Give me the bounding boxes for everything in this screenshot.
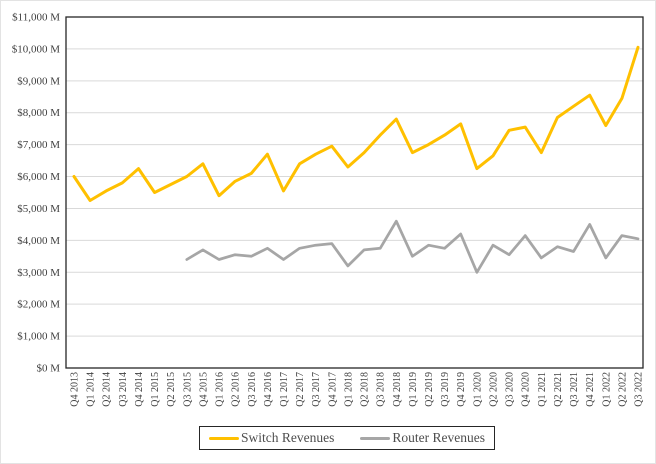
x-axis-tick-label: Q2 2016	[231, 372, 242, 407]
y-axis-tick-label: $1,000 M	[17, 331, 60, 343]
x-axis-tick-label: Q1 2021	[537, 372, 548, 407]
x-axis-tick-label: Q4 2019	[456, 372, 467, 407]
y-axis-tick-label: $10,000 M	[12, 43, 61, 55]
legend-label-router: Router Revenues	[392, 430, 485, 445]
y-axis-tick-label: $0 M	[36, 363, 60, 375]
y-axis-tick-label: $8,000 M	[17, 107, 60, 119]
x-axis-tick-label: Q4 2020	[521, 372, 532, 407]
x-axis-tick-label: Q3 2022	[634, 372, 645, 407]
legend-entry-router: Router Revenues	[360, 430, 485, 446]
plot-border	[65, 16, 644, 369]
y-axis-tick-label: $7,000 M	[17, 139, 60, 151]
x-axis-tick-label: Q2 2017	[295, 372, 306, 407]
y-axis-tick-label: $2,000 M	[17, 299, 60, 311]
x-axis-tick-label: Q2 2021	[553, 372, 564, 407]
x-axis-tick-label: Q2 2018	[360, 372, 371, 407]
x-axis-tick-label: Q4 2013	[70, 372, 81, 407]
router-revenues-line	[185, 219, 640, 274]
legend-label-switch: Switch Revenues	[241, 430, 335, 445]
x-axis-tick-label: Q4 2014	[134, 372, 145, 407]
switch-revenues-line	[72, 45, 640, 202]
x-axis-tick-label: Q1 2016	[215, 372, 226, 407]
y-axis-tick-label: $6,000 M	[17, 171, 60, 183]
x-axis-tick-label: Q3 2018	[376, 372, 387, 407]
x-axis-tick-label: Q4 2021	[585, 372, 596, 407]
x-axis-tick-label: Q1 2019	[408, 372, 419, 407]
x-axis-tick-label: Q2 2019	[424, 372, 435, 407]
x-axis-tick-label: Q4 2016	[263, 372, 274, 407]
x-axis-tick-label: Q3 2020	[505, 372, 516, 407]
x-axis-tick-label: Q1 2020	[472, 372, 483, 407]
y-axis-tick-label: $4,000 M	[17, 235, 60, 247]
x-axis-tick-label: Q1 2015	[150, 372, 161, 407]
x-axis-tick-label: Q3 2016	[247, 372, 258, 407]
switch-line-swatch-icon	[209, 436, 239, 440]
y-axis-tick-label: $3,000 M	[17, 267, 60, 279]
x-axis-tick-label: Q1 2018	[343, 372, 354, 407]
x-axis-tick-label: Q2 2022	[617, 372, 628, 407]
x-axis-tick-label: Q4 2017	[327, 372, 338, 407]
x-axis-tick-label: Q2 2015	[166, 372, 177, 407]
x-axis-tick-label: Q3 2019	[440, 372, 451, 407]
legend-entry-switch: Switch Revenues	[209, 430, 334, 446]
x-axis-tick-label: Q3 2021	[569, 372, 580, 407]
x-axis-tick-label: Q1 2022	[601, 372, 612, 407]
y-axis-tick-label: $9,000 M	[17, 75, 60, 87]
x-axis-tick-label: Q1 2017	[279, 372, 290, 407]
x-axis-tick-label: Q4 2015	[198, 372, 209, 407]
x-axis-tick-label: Q1 2014	[86, 372, 97, 407]
x-axis-tick-label: Q3 2015	[182, 372, 193, 407]
y-axis-tick-label: $5,000 M	[17, 203, 60, 215]
y-axis-tick-label: $11,000 M	[12, 12, 60, 24]
x-axis-tick-label: Q2 2020	[488, 372, 499, 407]
x-axis-tick-label: Q3 2014	[118, 372, 129, 407]
x-axis-tick-label: Q4 2018	[392, 372, 403, 407]
router-line-swatch-icon	[360, 436, 391, 440]
x-axis-tick-label: Q3 2017	[311, 372, 322, 407]
x-axis-tick-label: Q2 2014	[102, 372, 113, 407]
chart-legend: Switch Revenues Router Revenues	[199, 426, 495, 450]
